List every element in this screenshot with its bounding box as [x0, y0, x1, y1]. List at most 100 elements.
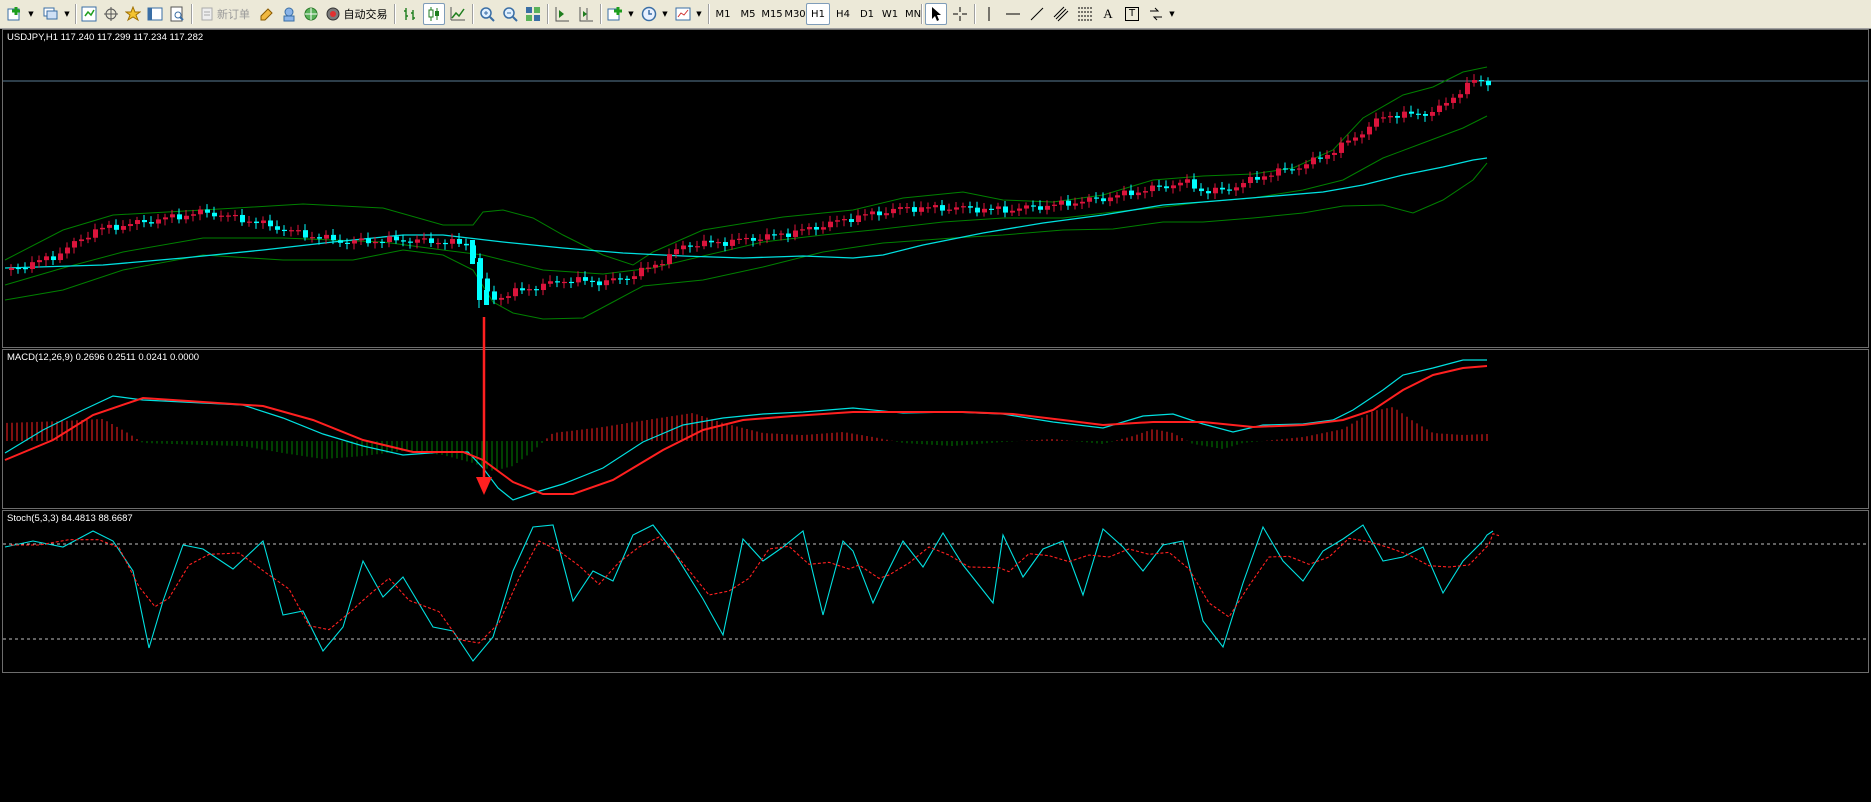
candle-body [1213, 187, 1218, 194]
candle-body [779, 233, 784, 235]
timeframe-m15[interactable]: M15 [761, 8, 783, 20]
metaeditor-icon [260, 8, 273, 21]
auto-trading-icon [326, 7, 339, 21]
candle-body [1192, 179, 1197, 189]
timeframe-w1[interactable]: W1 [881, 8, 899, 20]
timeframe-d1[interactable]: D1 [859, 8, 875, 20]
candle-body [359, 238, 364, 241]
candle-body [436, 242, 441, 245]
candle-body [562, 281, 567, 284]
text-label-tool-button[interactable]: T [1121, 3, 1143, 25]
candle-body [1381, 117, 1386, 119]
candle-body [933, 205, 938, 208]
trendline-tool-button[interactable] [1026, 3, 1048, 25]
candle-body [310, 237, 315, 239]
indicators-dropdown[interactable]: ▼ [628, 10, 634, 18]
candle-body [1248, 176, 1253, 184]
candle-body [877, 211, 882, 216]
candle-body [1360, 134, 1365, 138]
candle-body [30, 262, 35, 269]
templates-button[interactable] [672, 3, 694, 25]
candle-body [1241, 183, 1246, 188]
chart-shift-button[interactable] [575, 3, 597, 25]
crosshair-tool-button[interactable] [949, 3, 971, 25]
timeframe-m5[interactable]: M5 [740, 8, 756, 20]
profiles-icon [43, 7, 58, 20]
price-chart [3, 66, 1868, 320]
candle-body [240, 214, 245, 223]
auto-trading-button[interactable]: 自动交易 [323, 3, 389, 25]
candle-body [450, 238, 455, 244]
candle-body [1388, 115, 1393, 118]
zoom-in-button[interactable] [476, 3, 498, 25]
candle-body [1227, 189, 1232, 191]
timeframe-mn[interactable]: MN [904, 8, 922, 20]
candle-body [1276, 168, 1281, 176]
experts-button[interactable] [278, 3, 300, 25]
indicators-button[interactable] [604, 3, 626, 25]
profiles-button[interactable] [40, 3, 62, 25]
zoom-out-button[interactable] [499, 3, 521, 25]
candle-body [1479, 80, 1484, 82]
candle-body [324, 234, 329, 239]
candle-body [380, 241, 385, 244]
navigator-button[interactable] [122, 3, 144, 25]
periods-button[interactable] [638, 3, 660, 25]
horizontal-line-tool-button[interactable] [1002, 3, 1024, 25]
timeframe-h1[interactable]: H1 [806, 3, 830, 25]
periods-dropdown[interactable]: ▼ [662, 10, 668, 18]
candle-body [1087, 197, 1092, 202]
candlestick-chart-button[interactable] [423, 3, 445, 25]
profiles-dropdown[interactable]: ▼ [64, 10, 70, 18]
line-chart-button[interactable] [447, 3, 469, 25]
timeframe-m1[interactable]: M1 [715, 8, 731, 20]
arrows-dropdown[interactable]: ▼ [1169, 10, 1175, 18]
candle-body [100, 227, 105, 230]
text-label-icon: T [1125, 7, 1139, 21]
cursor-tool-button[interactable] [925, 3, 947, 25]
templates-dropdown[interactable]: ▼ [696, 10, 702, 18]
candle-body [730, 239, 735, 246]
candle-body [1255, 176, 1260, 180]
bar-chart-button[interactable] [399, 3, 421, 25]
market-watch-button[interactable] [78, 3, 100, 25]
arrows-tool-button[interactable] [1145, 3, 1167, 25]
candle-body [772, 234, 777, 236]
candle-body [548, 281, 553, 284]
text-tool-button[interactable]: A [1103, 6, 1113, 21]
timeframe-m30[interactable]: M30 [784, 8, 806, 20]
candle-body [1115, 195, 1120, 198]
new-order-button[interactable]: 新订单 [196, 3, 254, 25]
data-window-button[interactable] [100, 3, 122, 25]
tile-windows-button[interactable] [522, 3, 544, 25]
candle-body [667, 254, 672, 265]
candle-body [1353, 137, 1358, 141]
candle-body [345, 242, 350, 245]
stochastic-pane[interactable]: Stoch(5,3,3) 84.4813 88.6687 [2, 510, 1869, 673]
candle-body [1346, 140, 1351, 143]
signals-button[interactable] [300, 3, 322, 25]
candle-body [513, 288, 518, 297]
auto-scroll-button[interactable] [551, 3, 573, 25]
candle-body [527, 289, 532, 291]
candle-body [219, 215, 224, 217]
macd-pane[interactable]: MACD(12,26,9) 0.2696 0.2511 0.0241 0.000… [2, 349, 1869, 509]
fibonacci-tool-button[interactable] [1074, 3, 1096, 25]
candle-body [800, 229, 805, 231]
candle-body [821, 227, 826, 230]
candle-body [415, 239, 420, 243]
metaeditor-button[interactable] [256, 3, 278, 25]
candle-body [751, 237, 756, 241]
candle-body [926, 207, 931, 209]
price-pane[interactable]: USDJPY,H1 117.240 117.299 117.234 117.28… [2, 29, 1869, 348]
strategy-tester-button[interactable] [166, 3, 188, 25]
equidistant-channel-tool-button[interactable] [1050, 3, 1072, 25]
new-chart-dropdown[interactable]: ▼ [28, 10, 34, 18]
candle-body [114, 224, 119, 230]
timeframe-h4[interactable]: H4 [836, 8, 850, 20]
vertical-line-tool-button[interactable] [978, 3, 1000, 25]
terminal-button[interactable] [144, 3, 166, 25]
candle-body [484, 290, 489, 305]
candle-body [1395, 115, 1400, 118]
new-chart-button[interactable] [4, 3, 26, 25]
